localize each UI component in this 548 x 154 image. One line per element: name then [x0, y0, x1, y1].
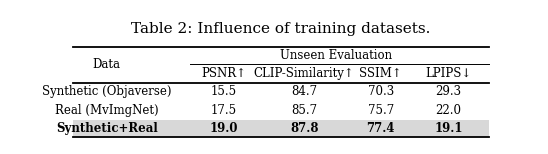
Text: 75.7: 75.7: [368, 104, 394, 118]
Text: 17.5: 17.5: [210, 104, 237, 118]
Text: Data: Data: [93, 58, 121, 71]
Text: Table 2: Influence of training datasets.: Table 2: Influence of training datasets.: [131, 22, 431, 36]
Text: 19.1: 19.1: [435, 122, 463, 135]
Text: Real (MvImgNet): Real (MvImgNet): [55, 104, 158, 118]
Text: LPIPS↓: LPIPS↓: [425, 67, 472, 79]
Text: 22.0: 22.0: [436, 104, 461, 118]
Text: 85.7: 85.7: [291, 104, 317, 118]
Text: Unseen Evaluation: Unseen Evaluation: [280, 49, 392, 62]
Text: PSNR↑: PSNR↑: [201, 67, 246, 79]
Text: 84.7: 84.7: [291, 85, 317, 99]
Text: Synthetic (Objaverse): Synthetic (Objaverse): [42, 85, 172, 99]
Text: 29.3: 29.3: [436, 85, 461, 99]
Text: 19.0: 19.0: [209, 122, 238, 135]
Text: 77.4: 77.4: [367, 122, 395, 135]
Text: 70.3: 70.3: [368, 85, 394, 99]
Text: Synthetic+Real: Synthetic+Real: [56, 122, 158, 135]
Text: 15.5: 15.5: [210, 85, 237, 99]
Text: SSIM↑: SSIM↑: [359, 67, 402, 79]
Bar: [73, 120, 489, 137]
Text: 87.8: 87.8: [290, 122, 318, 135]
Text: CLIP-Similarity↑: CLIP-Similarity↑: [254, 67, 355, 79]
